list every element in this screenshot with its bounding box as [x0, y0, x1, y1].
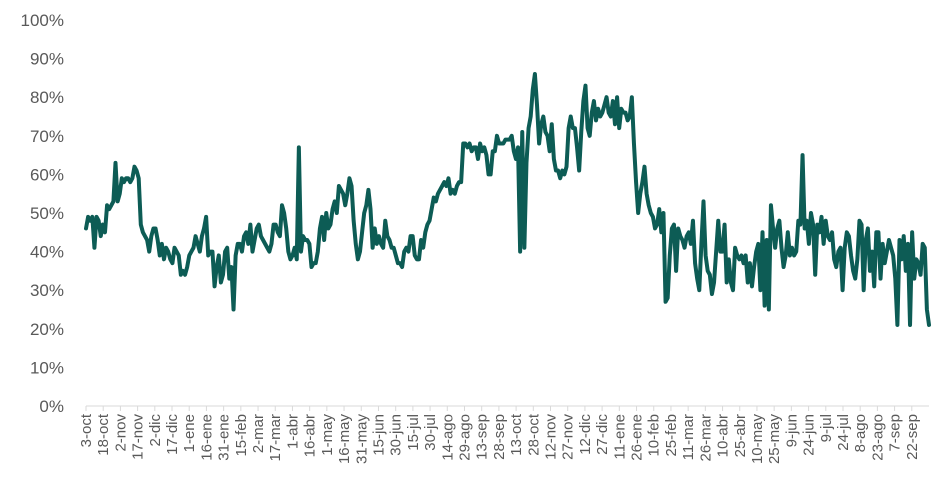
x-tick-label: 27-nov — [560, 414, 577, 460]
series-line — [84, 72, 931, 327]
y-tick-label: 50% — [30, 204, 64, 223]
y-tick-label: 10% — [30, 358, 64, 377]
x-tick-label: 15-jun — [370, 414, 387, 456]
y-tick-label: 80% — [30, 88, 64, 107]
x-tick-label: 17-nov — [130, 414, 147, 460]
x-tick-label: 31-ene — [216, 414, 233, 461]
x-tick-label: 23-ago — [869, 414, 886, 461]
x-tick-label: 14-ago — [439, 414, 456, 461]
y-axis-tick-labels: 0% 10% 20% 30% 40% 50% 60% 70% 80% 90% 100% — [21, 11, 64, 416]
y-tick-label: 100% — [21, 11, 64, 30]
x-tick-label: 31-may — [353, 414, 370, 465]
x-tick-label: 9-jul — [818, 414, 835, 442]
y-tick-label: 90% — [30, 50, 64, 69]
x-tick-label: 1-abr — [284, 414, 301, 449]
x-tick-label: 27-dic — [594, 414, 611, 455]
x-tick-label: 24-jun — [801, 414, 818, 456]
x-tick-label: 1-ene — [181, 414, 198, 452]
x-tick-label: 30-jul — [422, 414, 439, 451]
x-tick-label: 16-may — [336, 414, 353, 465]
y-tick-label: 30% — [30, 281, 64, 300]
x-tick-label: 3-oct — [78, 413, 95, 447]
x-tick-label: 11-mar — [680, 414, 697, 460]
x-axis-tick-marks — [85, 406, 913, 411]
x-tick-label: 12-dic — [577, 414, 594, 455]
y-tick-label: 40% — [30, 243, 64, 262]
y-tick-label: 20% — [30, 320, 64, 339]
x-tick-label: 25-abr — [732, 414, 749, 457]
x-tick-label: 15-feb — [233, 414, 250, 457]
x-tick-label: 25-may — [766, 414, 783, 465]
x-tick-label: 10-feb — [646, 414, 663, 457]
y-tick-label: 60% — [30, 165, 64, 184]
x-tick-label: 18-oct — [95, 413, 112, 456]
x-tick-label: 2-dic — [147, 414, 164, 447]
x-tick-label: 30-jun — [388, 414, 405, 456]
x-tick-label: 9-jun — [783, 414, 800, 447]
x-tick-label: 1-may — [319, 414, 336, 456]
x-tick-label: 25-feb — [663, 414, 680, 457]
x-tick-label: 10-may — [749, 414, 766, 465]
x-tick-label: 28-sep — [491, 414, 508, 460]
x-tick-label: 12-nov — [543, 414, 560, 460]
y-tick-label: 70% — [30, 127, 64, 146]
x-tick-label: 2-nov — [112, 414, 129, 452]
x-axis-tick-labels: 3-oct 18-oct 2-nov 17-nov 2-dic 17-dic 1-ene 16… — [78, 413, 921, 464]
x-tick-label: 16-abr — [302, 414, 319, 457]
x-tick-label: 26-mar — [697, 414, 714, 462]
x-tick-label: 22-sep — [904, 414, 921, 460]
x-tick-label: 16-ene — [198, 414, 215, 461]
x-tick-label: 11-ene — [611, 414, 628, 460]
x-tick-label: 10-abr — [715, 414, 732, 457]
x-tick-label: 13-oct — [508, 413, 525, 456]
y-tick-label: 0% — [39, 397, 64, 416]
x-tick-label: 24-jul — [835, 414, 852, 451]
x-tick-label: 2-mar — [250, 414, 267, 453]
x-tick-label: 28-oct — [525, 413, 542, 456]
x-tick-label: 15-jul — [405, 414, 422, 451]
x-tick-label: 17-mar — [267, 414, 284, 462]
x-tick-label: 13-sep — [474, 414, 491, 460]
x-tick-label: 29-ago — [456, 414, 473, 461]
x-tick-label: 26-ene — [629, 414, 646, 461]
x-tick-label: 17-dic — [164, 414, 181, 455]
x-tick-label: 8-ago — [852, 414, 869, 452]
x-tick-label: 7-sep — [887, 414, 904, 452]
